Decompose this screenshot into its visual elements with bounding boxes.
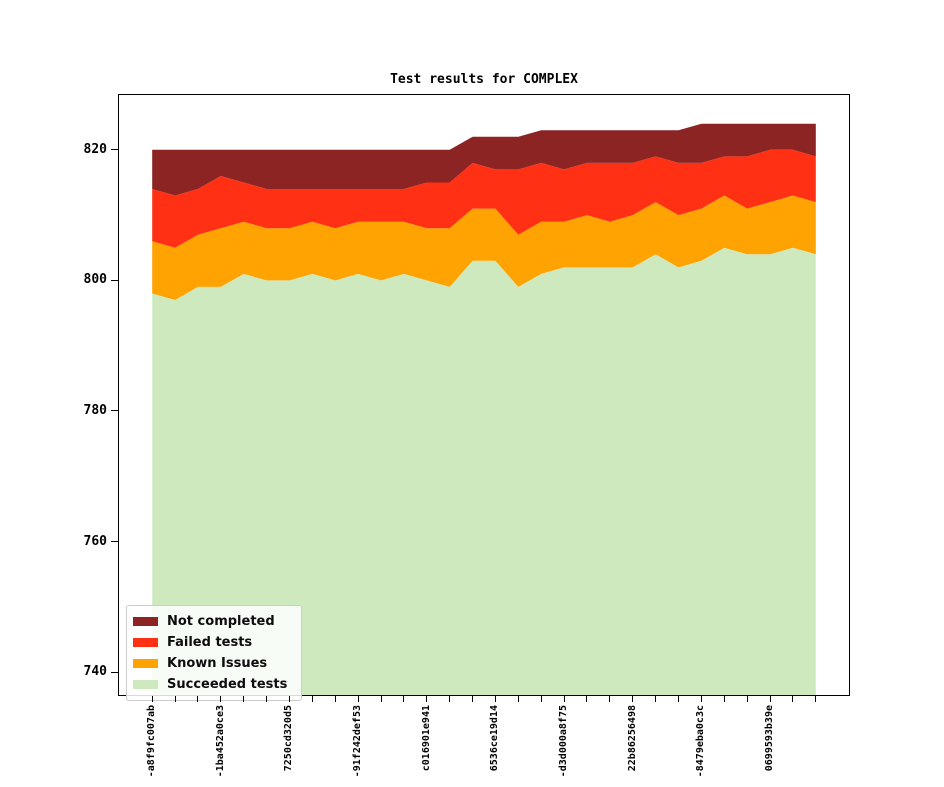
legend-item-succeeded-tests: Succeeded tests — [127, 674, 287, 695]
area-known-issues — [152, 195, 816, 300]
x-tick — [586, 696, 588, 702]
x-tick — [678, 696, 679, 702]
x-tick — [700, 696, 702, 702]
y-tick — [111, 410, 118, 412]
x-tick — [380, 696, 382, 702]
stacked-area-chart — [152, 123, 816, 695]
x-tick — [243, 696, 245, 702]
x-tick-label: c016901e941 — [420, 705, 432, 772]
y-tick — [111, 279, 118, 281]
legend-item-failed-tests: Failed tests — [127, 632, 287, 653]
x-tick — [494, 696, 496, 702]
y-tick-label: 800 — [83, 272, 107, 288]
y-tick-label: 780 — [83, 402, 107, 418]
x-tick — [334, 696, 336, 702]
area-not-completed — [152, 123, 816, 196]
x-tick-label: -d3d000a8f75 — [558, 705, 570, 778]
x-tick — [769, 696, 771, 702]
x-tick — [563, 696, 565, 702]
x-tick — [174, 696, 176, 702]
y-tick — [111, 671, 118, 673]
y-tick-label: 820 — [83, 141, 107, 157]
x-tick — [655, 696, 657, 702]
legend-swatch-icon — [133, 680, 158, 689]
x-tick — [288, 696, 290, 702]
legend-swatch-icon — [133, 617, 158, 626]
x-tick-label: -91f242def53 — [352, 705, 364, 778]
y-tick — [111, 149, 118, 151]
x-tick — [517, 696, 519, 702]
legend-swatch-icon — [133, 659, 158, 668]
legend-label: Not completed — [167, 614, 275, 629]
legend-label: Failed tests — [167, 635, 253, 650]
area-succeeded-tests — [152, 247, 816, 695]
x-tick-label: -8479eba0c3c — [695, 705, 707, 778]
x-tick — [220, 696, 222, 702]
legend-label: Succeeded tests — [167, 677, 288, 692]
x-tick-label: 0699593b39e — [764, 705, 776, 772]
x-tick-label: -1ba452a0ce3 — [214, 705, 226, 778]
x-tick-label: 7250cd320d5 — [283, 705, 295, 772]
x-tick — [792, 696, 794, 702]
area-failed-tests — [152, 149, 816, 248]
plot-area: Not completed Failed tests Known Issues Suc… — [118, 94, 850, 701]
legend-swatch-icon — [133, 638, 158, 647]
x-tick — [609, 696, 611, 702]
legend-item-known-issues: Known Issues — [127, 653, 287, 674]
legend-item-not-completed: Not completed — [127, 611, 287, 632]
x-tick — [151, 696, 153, 702]
x-tick — [449, 696, 451, 702]
x-tick-label: -a8f9fc007ab — [146, 705, 158, 778]
x-tick-label: 6536ce19d14 — [489, 705, 501, 772]
x-tick — [403, 696, 405, 702]
legend: Not completed Failed tests Known Issues Suc… — [126, 605, 303, 701]
y-tick — [111, 541, 118, 543]
x-tick — [472, 696, 474, 702]
x-tick — [632, 696, 634, 702]
chart-title: Test results for COMPLEX — [390, 72, 578, 87]
x-tick — [746, 696, 748, 702]
y-tick-label: 760 — [83, 533, 107, 549]
x-tick-label: 22b86256498 — [626, 705, 638, 772]
legend-label: Known Issues — [167, 656, 268, 671]
x-tick — [311, 696, 313, 702]
x-tick — [815, 696, 817, 702]
y-tick-label: 740 — [83, 664, 107, 680]
x-tick — [357, 696, 359, 702]
x-tick — [723, 696, 725, 702]
x-tick — [426, 696, 428, 702]
x-tick — [197, 696, 199, 702]
x-tick — [266, 696, 268, 702]
x-tick — [540, 696, 542, 702]
